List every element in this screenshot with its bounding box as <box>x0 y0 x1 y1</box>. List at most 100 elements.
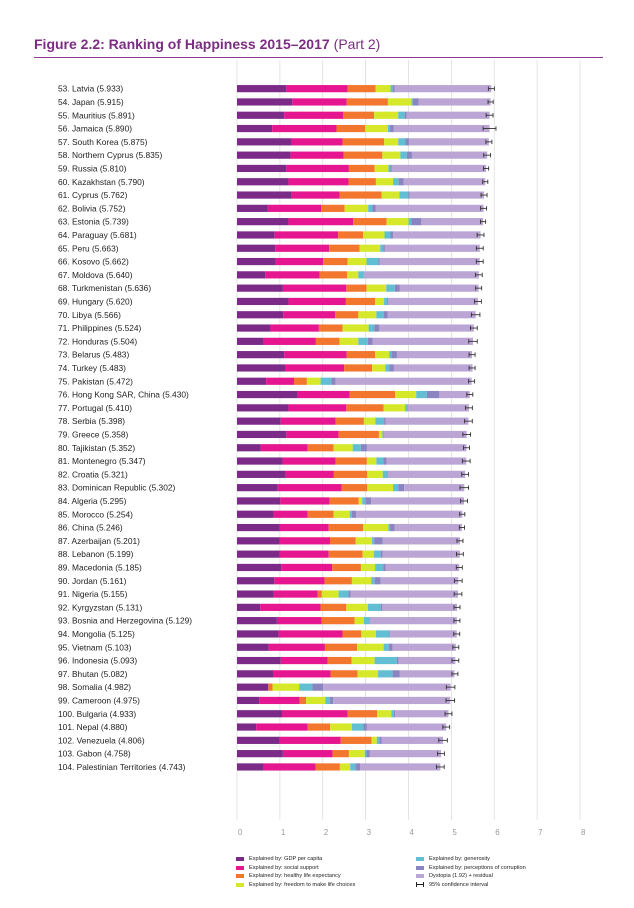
bar-segment-dystopia <box>411 151 488 159</box>
bar-segment-health <box>346 98 388 106</box>
bar-segment-generosity <box>375 417 385 425</box>
bar-segment-health <box>315 337 340 345</box>
bar-segment-corruption <box>379 736 382 744</box>
bar-segment-gdp <box>237 178 289 186</box>
bar-segment-social <box>274 231 339 239</box>
bar-segment-social <box>279 537 331 545</box>
bar-segment-generosity <box>364 750 367 758</box>
bar-segment-gdp <box>237 617 277 625</box>
bar-segment-corruption <box>382 430 384 439</box>
bar-segment-generosity <box>378 670 393 678</box>
bar-segment-dystopia <box>392 643 456 651</box>
bar-segment-health <box>335 311 359 319</box>
bar-segment-freedom <box>384 138 399 146</box>
bar-segment-gdp <box>237 630 279 638</box>
bar-segment-freedom <box>375 297 385 306</box>
bar-segment-social <box>260 444 308 452</box>
bar-segment-generosity <box>388 523 391 532</box>
bar-segment-dystopia <box>369 750 441 758</box>
country-label: 69. Hungary (5.620) <box>58 296 133 306</box>
figure-title: Figure 2.2: Ranking of Happiness 2015–20… <box>34 36 614 52</box>
country-label: 60. Kazakhstan (5.790) <box>58 177 145 187</box>
bar-segment-freedom <box>330 723 352 731</box>
bar-segment-social <box>277 484 342 492</box>
legend-item-gdp: Explained by: GDP per capita <box>236 856 322 862</box>
figure-title-part: (Part 2) <box>333 36 381 52</box>
bar-segment-corruption <box>374 324 380 332</box>
bar-segment-health <box>342 630 362 638</box>
bar-segment-corruption <box>390 523 395 532</box>
bar-segment-generosity <box>383 643 389 651</box>
bar-segment-social <box>275 257 324 266</box>
bar-segment-generosity <box>350 763 356 771</box>
bar-segment-corruption <box>390 231 394 239</box>
country-label: 63. Estonia (5.739) <box>58 217 129 227</box>
bar-segment-freedom <box>346 603 368 611</box>
bar-segment-gdp <box>237 430 287 439</box>
bar-segment-generosity <box>393 178 399 186</box>
country-label: 96. Indonesia (5.093) <box>58 656 137 666</box>
bar-segment-dystopia <box>403 178 486 186</box>
bar-segment-gdp <box>237 218 289 226</box>
bar-segment-gdp <box>237 590 274 598</box>
bar-segment-dystopia <box>379 257 480 266</box>
x-tick-label: 1 <box>281 828 286 837</box>
bar-segment-freedom <box>374 111 399 119</box>
bar-segment-generosity <box>398 111 405 119</box>
bar-segment-generosity <box>382 470 388 478</box>
bar-segment-health <box>268 683 273 691</box>
bar-segment-social <box>291 138 343 146</box>
bar-segment-corruption <box>390 124 394 133</box>
bar-segment-generosity <box>385 364 390 372</box>
bar-segment-dystopia <box>408 138 489 146</box>
bar-segment-health <box>335 457 367 465</box>
bar-segment-social <box>286 164 349 173</box>
bar-segment-corruption <box>408 191 410 199</box>
bar-segment-freedom <box>363 523 389 532</box>
bar-segment-health <box>323 257 348 266</box>
country-label: 57. South Korea (5.875) <box>58 137 148 147</box>
bar-segment-corruption <box>374 577 381 585</box>
legend-label: Explained by: social support <box>249 864 319 871</box>
country-label: 98. Somalia (4.982) <box>58 682 131 692</box>
legend-label: Explained by: generosity <box>429 856 490 862</box>
bar-segment-generosity <box>391 710 394 718</box>
bar-segment-corruption <box>380 603 383 611</box>
x-tick-label: 6 <box>495 828 500 837</box>
bar-segment-corruption <box>366 750 370 758</box>
bar-segment-generosity <box>358 271 364 279</box>
legend-item-social: Explained by: social support <box>236 865 319 871</box>
bar-segment-social <box>270 324 319 332</box>
bar-segment-social <box>288 297 346 306</box>
bar-segment-freedom <box>386 218 409 226</box>
bar-segment-corruption <box>312 683 324 691</box>
bar-segment-health <box>315 763 340 771</box>
bar-segment-freedom <box>358 497 363 505</box>
bar-segment-health <box>330 670 358 678</box>
country-label: 100. Bulgaria (4.933) <box>58 709 136 719</box>
bar-segment-freedom <box>359 244 381 252</box>
bar-segment-generosity <box>399 191 409 199</box>
bar-segment-generosity <box>367 603 381 611</box>
bar-segment-generosity <box>408 218 412 226</box>
bar-segment-freedom <box>358 311 377 319</box>
bar-segment-dystopia <box>406 111 490 119</box>
bar-segment-generosity <box>351 723 364 731</box>
bar-segment-dystopia <box>356 510 463 518</box>
bar-segment-freedom <box>321 590 339 598</box>
bar-segment-health <box>338 430 379 439</box>
bar-segment-social <box>272 124 337 133</box>
bar-segment-gdp <box>237 257 276 266</box>
country-label: 72. Honduras (5.504) <box>58 336 137 346</box>
bar-segment-health <box>343 111 375 119</box>
bar-segment-generosity <box>363 617 370 625</box>
bar-segment-corruption <box>392 670 400 678</box>
country-label: 70. Libya (5.566) <box>58 310 121 320</box>
bar-segment-corruption <box>406 404 408 412</box>
bar-segment-generosity <box>371 577 375 585</box>
bar-segment-freedom <box>306 377 321 385</box>
bar-segment-social <box>280 656 328 665</box>
bar-segment-gdp <box>237 497 281 505</box>
bar-segment-corruption <box>390 164 392 173</box>
bar-segment-dystopia <box>384 244 480 252</box>
